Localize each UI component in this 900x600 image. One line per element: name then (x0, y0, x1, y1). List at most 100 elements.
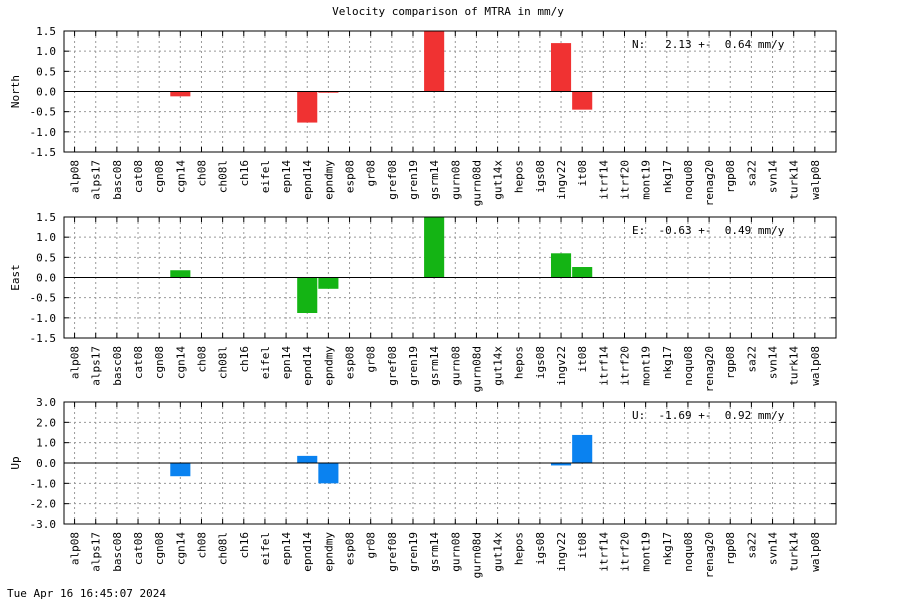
x-tick-label: gren19 (407, 160, 420, 200)
bar-cgn14 (170, 463, 191, 477)
x-tick-label: alp08 (69, 532, 82, 565)
y-tick-label: 0.5 (36, 251, 56, 264)
x-tick-label: cgn08 (153, 532, 166, 565)
bar-ingv22 (550, 43, 572, 92)
x-tick-label: noqu08 (682, 532, 695, 572)
panel-east: 1.5 1.0 0.5 0.0 -0.5 -1.0 -1.5 alp08 alps17 basc0… (9, 211, 837, 392)
stats-annotation: U: -1.69 +- 0.92 mm/y (632, 409, 785, 422)
x-tick-label: ch08 (195, 160, 208, 187)
x-tick-label: rgp08 (724, 532, 737, 565)
x-tick-label: walp08 (809, 160, 822, 200)
bar-epnd14 (297, 91, 318, 123)
y-tick-label: -2.0 (30, 498, 57, 511)
x-tick-label: epn14 (280, 532, 293, 565)
x-tick-label: gref08 (386, 346, 399, 386)
x-tick-label: gr08 (365, 532, 378, 559)
y-tick-label: 1.0 (36, 231, 56, 244)
x-tick-label: gren19 (407, 346, 420, 386)
x-tick-label: ch08l (217, 346, 230, 379)
x-tick-label: gr08 (365, 346, 378, 373)
x-tick-label: mont19 (640, 346, 653, 386)
x-tick-label: sa22 (745, 346, 758, 373)
x-tick-label: epnd14 (301, 532, 314, 572)
plot-frame (63, 216, 837, 339)
x-tick-label: itrf14 (597, 346, 610, 386)
x-tick-label: gurn08 (449, 346, 462, 386)
bar-gsrm14 (424, 217, 445, 278)
y-tick-label: -1.5 (30, 146, 57, 159)
x-tick-label: hepos (513, 532, 526, 565)
bar-epndmy (318, 277, 339, 289)
x-tick-label: gsrm14 (428, 160, 441, 200)
x-tick-label: gut14x (492, 532, 505, 572)
x-tick-label: eifel (259, 346, 272, 379)
y-tick-label: 1.0 (36, 437, 56, 450)
x-tick-label: cgn08 (153, 160, 166, 193)
x-tick-label: gsrm14 (428, 532, 441, 572)
panel-up: 3.0 2.0 1.0 0.0 -1.0 -2.0 -3.0 alp08 alps17 basc0… (9, 396, 837, 578)
y-tick-label: -1.0 (30, 477, 57, 490)
x-tick-label: svn14 (767, 160, 780, 193)
x-tick-label: gren19 (407, 532, 420, 572)
x-tick-label: alps17 (90, 532, 103, 572)
y-tick-label: 0.0 (36, 272, 56, 285)
x-tick-label: cgn14 (174, 160, 187, 193)
bar-epnd14 (297, 455, 318, 463)
bar-ingv22 (550, 253, 572, 278)
x-tick-label: it08 (576, 160, 589, 187)
bar-it08 (572, 267, 593, 278)
x-tick-label: cgn14 (174, 346, 187, 379)
x-tick-label: renag20 (703, 160, 716, 206)
x-tick-label: ch16 (238, 532, 251, 559)
x-tick-label: epn14 (280, 346, 293, 379)
x-tick-label: alps17 (90, 160, 103, 200)
x-tick-label: turk14 (788, 346, 801, 386)
stats-annotation: E: -0.63 +- 0.49 mm/y (632, 224, 785, 237)
x-tick-label: ch16 (238, 346, 251, 373)
x-tick-label: cgn08 (153, 346, 166, 379)
x-tick-label: turk14 (788, 160, 801, 200)
x-tick-label: epnd14 (301, 160, 314, 200)
x-tick-label: igs08 (534, 532, 547, 565)
x-tick-label: ingv22 (555, 532, 568, 572)
bar-ingv22 (550, 463, 572, 466)
y-tick-label: 2.0 (36, 416, 56, 429)
x-tick-label: alp08 (69, 346, 82, 379)
x-tick-label: ch08 (195, 532, 208, 559)
bar-epndmy (318, 463, 339, 484)
x-tick-label: nkg17 (661, 532, 674, 565)
x-tick-label: gurn08 (449, 532, 462, 572)
x-tick-label: eifel (259, 160, 272, 193)
x-tick-label: rgp08 (724, 346, 737, 379)
x-tick-label: gurn08d (470, 532, 483, 578)
x-tick-label: it08 (576, 532, 589, 559)
y-tick-label: 1.5 (36, 211, 56, 224)
panel-north: 1.5 1.0 0.5 0.0 -0.5 -1.0 -1.5 alp08 alps17 basc0… (9, 25, 837, 206)
x-tick-label: turk14 (788, 532, 801, 572)
y-axis-label: North (9, 75, 22, 108)
x-tick-label: ch16 (238, 160, 251, 187)
x-tick-label: gurn08 (449, 160, 462, 200)
x-tick-label: svn14 (767, 346, 780, 379)
bar-epnd14 (297, 277, 318, 313)
x-tick-label: ch08l (217, 532, 230, 565)
x-tick-label: basc08 (111, 532, 124, 572)
x-tick-label: igs08 (534, 346, 547, 379)
x-tick-label: it08 (576, 346, 589, 373)
y-axis-label: East (9, 264, 22, 291)
bar-it08 (572, 434, 593, 463)
x-tick-label: esp08 (344, 532, 357, 565)
y-tick-label: 0.0 (36, 457, 56, 470)
x-tick-label: renag20 (703, 532, 716, 578)
bar-gsrm14 (424, 31, 445, 92)
y-tick-label: 1.5 (36, 25, 56, 38)
x-tick-label: itrf20 (618, 346, 631, 386)
x-tick-label: epnd14 (301, 346, 314, 386)
x-tick-label: hepos (513, 160, 526, 193)
x-tick-label: gref08 (386, 160, 399, 200)
y-tick-label: -1.0 (30, 312, 57, 325)
y-tick-label: -1.5 (30, 332, 57, 345)
x-tick-label: sa22 (745, 160, 758, 187)
x-tick-label: mont19 (640, 160, 653, 200)
